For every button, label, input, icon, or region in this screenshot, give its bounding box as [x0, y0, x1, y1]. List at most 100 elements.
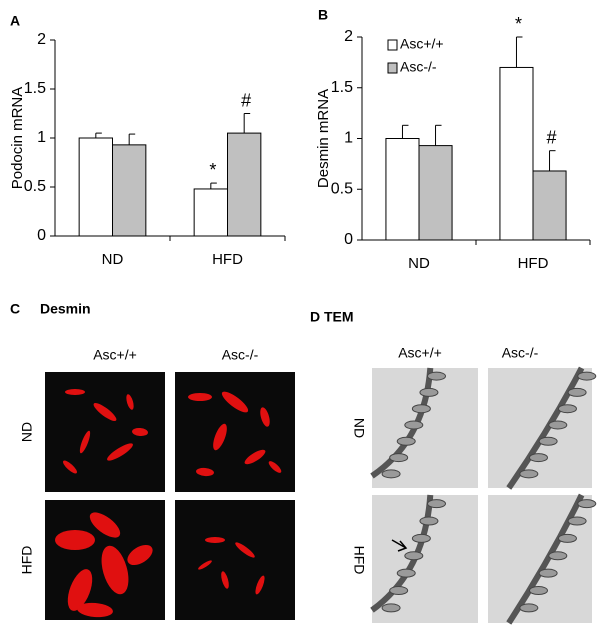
bar — [193, 188, 228, 237]
foot-process — [404, 420, 424, 430]
foot-process — [557, 533, 577, 543]
y-tick-label: 2 — [37, 31, 46, 48]
foot-process — [419, 516, 439, 526]
y-axis-label: Podocin mRNA — [9, 87, 26, 190]
x-tick-label: ND — [102, 251, 124, 268]
legend-label: Asc+/+ — [400, 36, 444, 52]
panel-title: Desmin — [40, 301, 91, 317]
annotation: * — [209, 160, 216, 180]
foot-process — [411, 404, 431, 414]
stain — [235, 542, 255, 558]
stain — [65, 389, 85, 395]
membrane — [370, 494, 434, 613]
bar — [78, 137, 113, 237]
tem-image — [488, 495, 592, 623]
micrograph — [175, 500, 295, 620]
stain — [221, 571, 229, 589]
foot-process — [427, 499, 447, 509]
foot-process — [567, 516, 587, 526]
foot-process — [396, 568, 416, 578]
column-label: Asc+/+ — [93, 347, 137, 363]
foot-process — [567, 387, 587, 397]
foot-process — [538, 436, 558, 446]
foot-process — [419, 387, 439, 397]
bar — [499, 66, 534, 241]
stain — [93, 402, 117, 422]
panel-label: B — [318, 7, 328, 23]
stain — [77, 602, 113, 618]
x-tick-label: ND — [408, 255, 430, 272]
column-label: Asc-/- — [502, 345, 539, 361]
panel-label: A — [10, 13, 20, 29]
y-tick-label: 1.5 — [331, 79, 353, 96]
stain — [63, 460, 77, 474]
arrow — [391, 539, 408, 552]
panel-label: C — [10, 301, 20, 317]
micrograph — [175, 372, 295, 492]
foot-process — [538, 568, 558, 578]
stain — [79, 430, 91, 454]
stain — [244, 449, 266, 465]
bar — [227, 132, 262, 237]
stain — [67, 569, 93, 611]
stain — [89, 512, 121, 538]
y-tick-label: 2 — [344, 28, 353, 45]
y-tick-label: 0.5 — [331, 180, 353, 197]
y-tick-label: 0 — [344, 231, 353, 248]
foot-process — [528, 453, 548, 463]
foot-process — [389, 453, 409, 463]
foot-process — [548, 551, 568, 561]
panel-title: D TEM — [310, 309, 354, 325]
bar — [112, 144, 147, 237]
foot-process — [519, 469, 539, 479]
stain — [213, 423, 227, 451]
stain — [55, 530, 95, 550]
foot-process — [557, 404, 577, 414]
y-tick-label: 0 — [37, 227, 46, 244]
y-tick-label: 1.5 — [24, 80, 46, 97]
foot-process — [577, 371, 597, 381]
foot-process — [548, 420, 568, 430]
foot-process — [528, 586, 548, 596]
foot-process — [577, 499, 597, 509]
annotation: # — [547, 127, 557, 147]
stain — [198, 560, 212, 570]
y-tick-label: 1 — [344, 130, 353, 147]
foot-process — [411, 533, 431, 543]
row-label: HFD — [19, 546, 35, 575]
membrane — [506, 366, 585, 490]
x-tick-label: HFD — [212, 251, 243, 268]
foot-process — [404, 551, 424, 561]
legend-swatch — [387, 39, 398, 51]
foot-process — [396, 436, 416, 446]
stain — [196, 467, 214, 477]
stain — [132, 427, 148, 437]
stain — [260, 407, 270, 427]
column-label: Asc-/- — [222, 347, 259, 363]
row-label: ND — [351, 418, 367, 438]
stain — [221, 391, 249, 413]
y-tick-label: 1 — [37, 129, 46, 146]
bar — [418, 145, 453, 241]
stain — [205, 537, 225, 543]
stain — [127, 544, 153, 566]
y-tick-label: 0.5 — [24, 178, 46, 195]
foot-process — [381, 603, 401, 613]
foot-process — [389, 586, 409, 596]
legend-label: Asc-/- — [400, 59, 437, 75]
annotation: * — [515, 14, 522, 34]
bar — [532, 170, 567, 241]
stain — [255, 575, 265, 595]
tem-image — [488, 368, 592, 488]
bar — [385, 138, 420, 241]
membrane — [370, 367, 434, 479]
stain — [126, 394, 134, 410]
foot-process — [427, 371, 447, 381]
stain — [101, 545, 129, 595]
column-label: Asc+/+ — [398, 345, 442, 361]
stain — [268, 461, 282, 473]
foot-process — [381, 469, 401, 479]
row-label: ND — [19, 422, 35, 442]
stain — [188, 393, 212, 401]
